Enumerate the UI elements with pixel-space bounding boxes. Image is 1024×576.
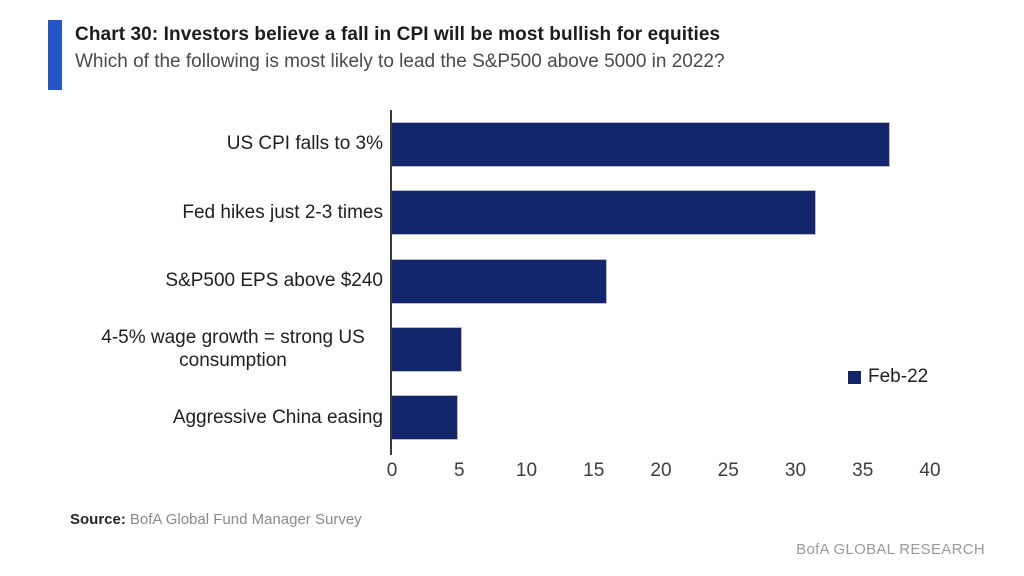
- x-tick-label: 40: [919, 460, 941, 481]
- legend-label: Feb-22: [868, 366, 929, 387]
- x-tick-label: 15: [583, 460, 605, 481]
- source-value: BofA Global Fund Manager Survey: [129, 511, 362, 528]
- bar: [392, 121, 890, 167]
- category-label: Fed hikes just 2-3 times: [182, 201, 383, 223]
- bar: [392, 190, 816, 236]
- chart-subtitle: Which of the following is most likely to…: [75, 50, 725, 72]
- x-tick-label: 25: [717, 460, 739, 481]
- bar-row: Aggressive China easing: [0, 384, 1024, 452]
- category-label: 4-5% wage growth = strong US consumption: [101, 326, 365, 372]
- bar-rows: US CPI falls to 3% Fed hikes just 2-3 tim…: [0, 110, 1024, 452]
- title-accent-bar: [48, 20, 62, 90]
- header-text: Chart 30: Investors believe a fall in CP…: [75, 20, 725, 90]
- category-label-cell: Fed hikes just 2-3 times: [0, 201, 392, 225]
- bar: [392, 395, 458, 441]
- source-label: Source:: [70, 511, 126, 528]
- branding-text: BofA GLOBAL RESEARCH: [796, 541, 985, 558]
- legend-swatch-icon: [848, 370, 861, 384]
- x-tick-label: 10: [515, 460, 538, 481]
- source-line: Source: BofA Global Fund Manager Survey: [70, 511, 362, 528]
- x-axis-ticks: 0 5 10 15 20 25 30 35 40: [0, 460, 1024, 486]
- bar-row: S&P500 EPS above $240: [0, 247, 1024, 315]
- category-label-cell: Aggressive China easing: [0, 406, 392, 430]
- bar-row: US CPI falls to 3%: [0, 110, 1024, 178]
- category-label: Aggressive China easing: [172, 406, 383, 428]
- bar-row: 4-5% wage growth = strong US consumption: [0, 315, 1024, 383]
- bar: [392, 326, 462, 372]
- y-axis-line: [390, 110, 392, 455]
- x-tick-label: 30: [784, 460, 807, 481]
- category-label: S&P500 EPS above $240: [165, 270, 383, 292]
- category-label-cell: US CPI falls to 3%: [0, 132, 392, 156]
- bar-chart: US CPI falls to 3% Fed hikes just 2-3 tim…: [0, 110, 1024, 490]
- x-tick-label: 0: [386, 460, 398, 481]
- legend: Feb-22: [848, 366, 928, 388]
- x-tick-label: 35: [852, 460, 874, 481]
- category-label-cell: 4-5% wage growth = strong US consumption: [0, 326, 392, 374]
- category-label-cell: S&P500 EPS above $240: [0, 269, 392, 293]
- chart-header: Chart 30: Investors believe a fall in CP…: [48, 20, 725, 90]
- x-tick-label: 5: [453, 460, 465, 481]
- bar: [392, 258, 608, 304]
- category-label: US CPI falls to 3%: [226, 133, 383, 155]
- chart-title: Chart 30: Investors believe a fall in CP…: [75, 24, 721, 45]
- bar-row: Fed hikes just 2-3 times: [0, 178, 1024, 246]
- x-tick-label: 20: [650, 460, 672, 481]
